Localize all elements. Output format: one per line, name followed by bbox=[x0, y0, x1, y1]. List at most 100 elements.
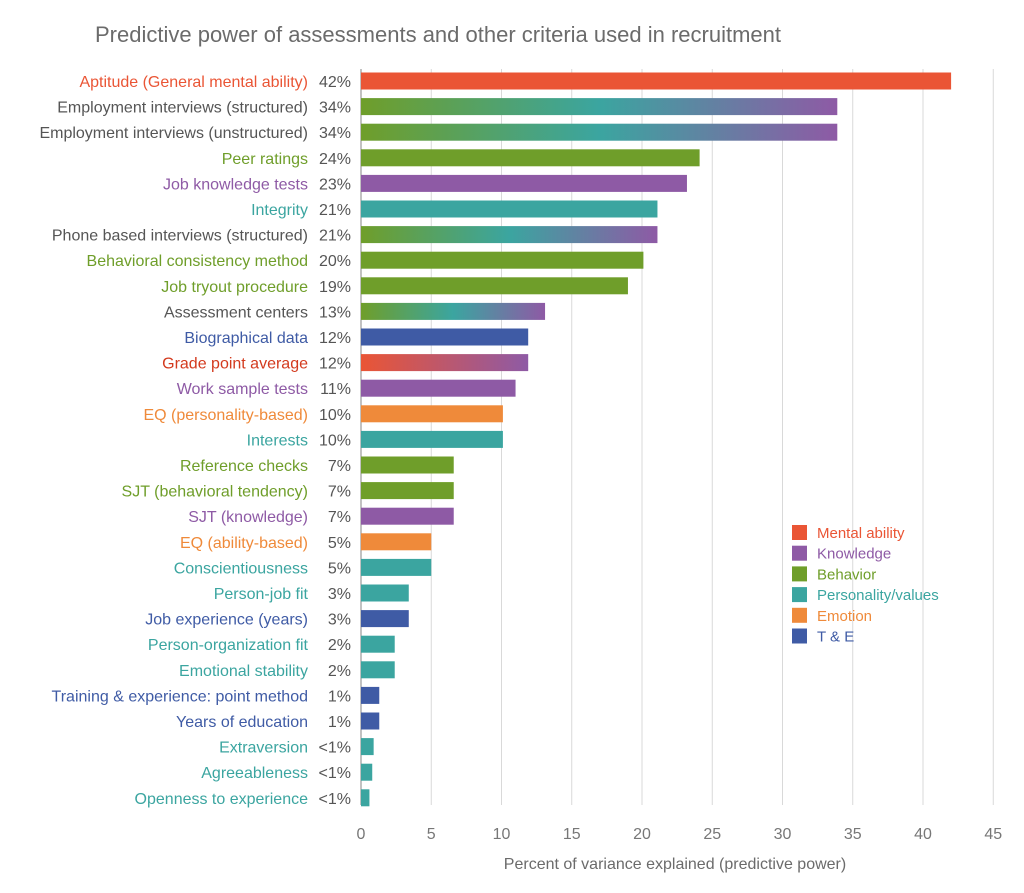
bar bbox=[361, 482, 454, 500]
percent-label: 34% bbox=[319, 125, 351, 142]
category-label: EQ (personality-based) bbox=[143, 407, 308, 424]
bar bbox=[361, 712, 380, 730]
bar bbox=[361, 277, 628, 295]
category-label: Reference checks bbox=[180, 458, 308, 475]
category-label: Job knowledge tests bbox=[163, 176, 308, 193]
legend: Mental ability Knowledge Behavior Personali… bbox=[792, 525, 939, 646]
category-labels: Aptitude (General mental ability) 42% Empl… bbox=[39, 74, 351, 808]
category-label: Years of education bbox=[176, 714, 308, 731]
category-label: Agreeableness bbox=[201, 765, 308, 782]
bar bbox=[361, 174, 687, 192]
percent-label: 7% bbox=[328, 509, 351, 526]
percent-label: 7% bbox=[328, 484, 351, 501]
bar bbox=[361, 661, 395, 679]
bar bbox=[361, 738, 374, 756]
category-label: Interests bbox=[247, 432, 308, 449]
legend-swatch bbox=[792, 525, 807, 540]
category-label: Assessment centers bbox=[164, 304, 308, 321]
percent-label: 1% bbox=[328, 714, 351, 731]
x-tick-label: 10 bbox=[493, 826, 511, 843]
percent-label: 5% bbox=[328, 560, 351, 577]
category-label: EQ (ability-based) bbox=[180, 535, 308, 552]
percent-label: 23% bbox=[319, 176, 351, 193]
category-label: Person-job fit bbox=[214, 586, 309, 603]
percent-label: 11% bbox=[320, 381, 351, 398]
x-tick-label: 45 bbox=[984, 826, 1002, 843]
category-label: Job tryout procedure bbox=[161, 279, 308, 296]
legend-label: Knowledge bbox=[817, 546, 891, 563]
percent-label: 2% bbox=[328, 663, 351, 680]
category-label: Integrity bbox=[251, 202, 308, 219]
percent-label: 3% bbox=[328, 612, 351, 629]
percent-label: <1% bbox=[319, 791, 351, 808]
category-label: Job experience (years) bbox=[145, 612, 308, 629]
x-axis-ticks: 0 5 10 15 20 25 30 35 40 45 bbox=[357, 826, 1003, 843]
bar bbox=[361, 610, 409, 628]
bar bbox=[361, 584, 409, 602]
bar bbox=[361, 789, 370, 807]
bar bbox=[361, 379, 516, 397]
bar bbox=[361, 200, 658, 218]
percent-label: 19% bbox=[319, 279, 351, 296]
bars bbox=[361, 72, 952, 807]
bar bbox=[361, 302, 546, 320]
x-tick-label: 20 bbox=[633, 826, 651, 843]
percent-label: 34% bbox=[319, 100, 351, 117]
category-label: Employment interviews (unstructured) bbox=[39, 125, 308, 142]
category-label: Peer ratings bbox=[222, 151, 308, 168]
category-label: Conscientiousness bbox=[174, 560, 308, 577]
bar bbox=[361, 686, 380, 704]
bar bbox=[361, 98, 838, 116]
percent-label: 10% bbox=[319, 407, 351, 424]
percent-label: 1% bbox=[328, 688, 351, 705]
x-tick-label: 5 bbox=[427, 826, 436, 843]
percent-label: 24% bbox=[319, 151, 351, 168]
category-label: Grade point average bbox=[162, 356, 308, 373]
bar bbox=[361, 226, 658, 244]
percent-label: 3% bbox=[328, 586, 351, 603]
bar bbox=[361, 405, 503, 423]
legend-label: Behavior bbox=[817, 566, 876, 583]
percent-label: 5% bbox=[328, 535, 351, 552]
x-tick-label: 40 bbox=[914, 826, 932, 843]
bar bbox=[361, 635, 395, 653]
legend-swatch bbox=[792, 545, 807, 561]
percent-label: 21% bbox=[319, 202, 351, 219]
percent-label: <1% bbox=[319, 765, 351, 782]
category-label: Aptitude (General mental ability) bbox=[79, 74, 308, 91]
legend-label: Emotion bbox=[817, 608, 872, 625]
bar bbox=[361, 533, 432, 551]
x-axis-label: Percent of variance explained (predictiv… bbox=[504, 856, 846, 873]
bar bbox=[361, 123, 838, 141]
x-tick-label: 35 bbox=[844, 826, 862, 843]
bar bbox=[361, 72, 952, 90]
bar bbox=[361, 328, 529, 346]
percent-label: 10% bbox=[319, 432, 351, 449]
legend-swatch bbox=[792, 607, 807, 623]
percent-label: 7% bbox=[328, 458, 351, 475]
x-tick-label: 15 bbox=[563, 826, 581, 843]
category-label: Extraversion bbox=[219, 740, 308, 757]
bar bbox=[361, 251, 644, 269]
percent-label: 13% bbox=[319, 304, 351, 321]
legend-swatch bbox=[792, 566, 807, 582]
legend-swatch bbox=[792, 587, 807, 603]
x-tick-label: 30 bbox=[774, 826, 792, 843]
category-label: Employment interviews (structured) bbox=[57, 100, 308, 117]
category-label: Training & experience: point method bbox=[52, 688, 308, 705]
bar bbox=[361, 507, 454, 525]
percent-label: 2% bbox=[328, 637, 351, 654]
chart-title: Predictive power of assessments and othe… bbox=[95, 22, 781, 47]
percent-label: 21% bbox=[319, 228, 351, 245]
category-label: Behavioral consistency method bbox=[87, 253, 308, 270]
legend-label: T & E bbox=[817, 629, 854, 646]
percent-label: 12% bbox=[319, 356, 351, 373]
category-label: SJT (behavioral tendency) bbox=[122, 484, 308, 501]
category-label: SJT (knowledge) bbox=[188, 509, 308, 526]
percent-label: 20% bbox=[319, 253, 351, 270]
percent-label: 42% bbox=[319, 74, 351, 91]
category-label: Biographical data bbox=[184, 330, 308, 347]
x-tick-label: 0 bbox=[357, 826, 366, 843]
percent-label: <1% bbox=[319, 740, 351, 757]
bar bbox=[361, 558, 432, 576]
